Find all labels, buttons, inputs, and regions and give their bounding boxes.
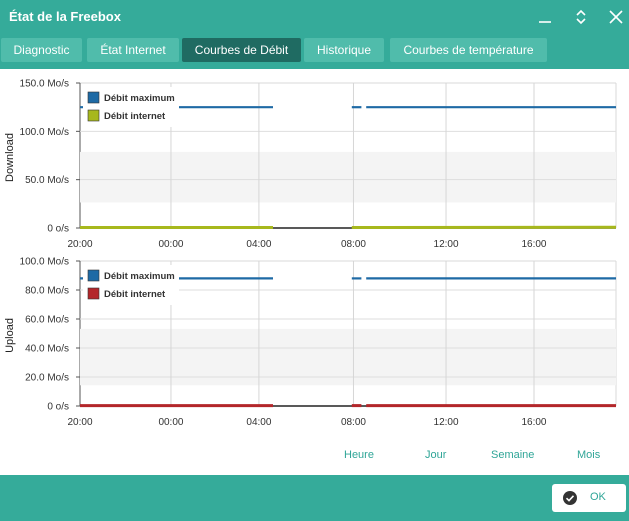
y-tick-label: 100.0 Mo/s	[20, 257, 69, 268]
x-tick-label: 00:00	[158, 239, 183, 250]
range-week-button[interactable]: Semaine	[491, 449, 535, 461]
y-axis-title: Download	[4, 133, 16, 182]
legend-swatch	[87, 91, 100, 104]
footer-bar: OK	[0, 475, 629, 521]
legend-label: Débit maximum	[104, 93, 175, 104]
x-tick-label: 04:00	[246, 417, 271, 428]
y-tick-label: 100.0 Mo/s	[20, 127, 69, 138]
y-axis-title: Upload	[4, 318, 16, 353]
y-tick-label: 0 o/s	[47, 402, 69, 413]
tab-courbes-de-debit[interactable]: Courbes de Débit	[182, 38, 301, 62]
y-tick-label: 0 o/s	[47, 224, 69, 235]
y-tick-label: 60.0 Mo/s	[25, 315, 69, 326]
y-tick-label: 40.0 Mo/s	[25, 344, 69, 355]
maximize-button[interactable]	[568, 4, 594, 30]
x-tick-label: 20:00	[67, 417, 92, 428]
legend-label: Débit maximum	[104, 271, 175, 282]
x-tick-label: 16:00	[521, 239, 546, 250]
expand-icon	[574, 9, 588, 25]
range-hour-button[interactable]: Heure	[344, 449, 374, 461]
chart-panel: 0 o/s 50.0 Mo/s 100.0 Mo/s 150.0 Mo/s 20:00 0…	[0, 69, 629, 475]
x-tick-label: 00:00	[158, 417, 183, 428]
y-tick-label: 80.0 Mo/s	[25, 286, 69, 297]
download-chart: 0 o/s 50.0 Mo/s 100.0 Mo/s 150.0 Mo/s 20:00 0…	[4, 79, 617, 250]
x-tick-label: 08:00	[341, 239, 366, 250]
tab-etat-internet[interactable]: État Internet	[87, 38, 179, 62]
title-bar: État de la Freebox	[0, 0, 629, 33]
check-circle-icon	[563, 491, 577, 505]
x-tick-label: 20:00	[67, 239, 92, 250]
ok-button[interactable]: OK	[552, 484, 626, 512]
legend-label: Débit internet	[104, 289, 166, 300]
tab-courbes-de-temperature[interactable]: Courbes de température	[390, 38, 547, 62]
close-icon	[609, 10, 623, 24]
x-tick-label: 16:00	[521, 417, 546, 428]
legend-swatch	[87, 109, 100, 122]
minimize-button[interactable]	[532, 4, 558, 30]
legend-swatch	[87, 269, 100, 282]
tab-historique[interactable]: Historique	[304, 38, 384, 62]
close-button[interactable]	[603, 4, 629, 30]
window-title: État de la Freebox	[9, 9, 121, 24]
shaded-band	[80, 151, 616, 203]
y-tick-label: 20.0 Mo/s	[25, 373, 69, 384]
x-tick-label: 08:00	[341, 417, 366, 428]
ok-label: OK	[590, 491, 606, 503]
tab-bar: Diagnostic État Internet Courbes de Débi…	[0, 33, 629, 69]
minimize-icon	[538, 10, 552, 24]
upload-chart: 0 o/s 20.0 Mo/s 40.0 Mo/s 60.0 Mo/s 80.0 Mo/…	[4, 257, 617, 428]
shaded-band	[80, 328, 616, 386]
y-tick-label: 150.0 Mo/s	[20, 79, 69, 90]
range-month-button[interactable]: Mois	[577, 449, 601, 461]
y-tick-label: 50.0 Mo/s	[25, 175, 69, 186]
legend-swatch	[87, 287, 100, 300]
tab-diagnostic[interactable]: Diagnostic	[1, 38, 82, 62]
x-tick-label: 04:00	[246, 239, 271, 250]
chart-legend: Débit maximum Débit internet	[83, 87, 179, 127]
x-tick-label: 12:00	[434, 417, 459, 428]
chart-legend: Débit maximum Débit internet	[83, 265, 179, 305]
legend-label: Débit internet	[104, 111, 166, 122]
range-day-button[interactable]: Jour	[425, 449, 447, 461]
x-tick-label: 12:00	[434, 239, 459, 250]
